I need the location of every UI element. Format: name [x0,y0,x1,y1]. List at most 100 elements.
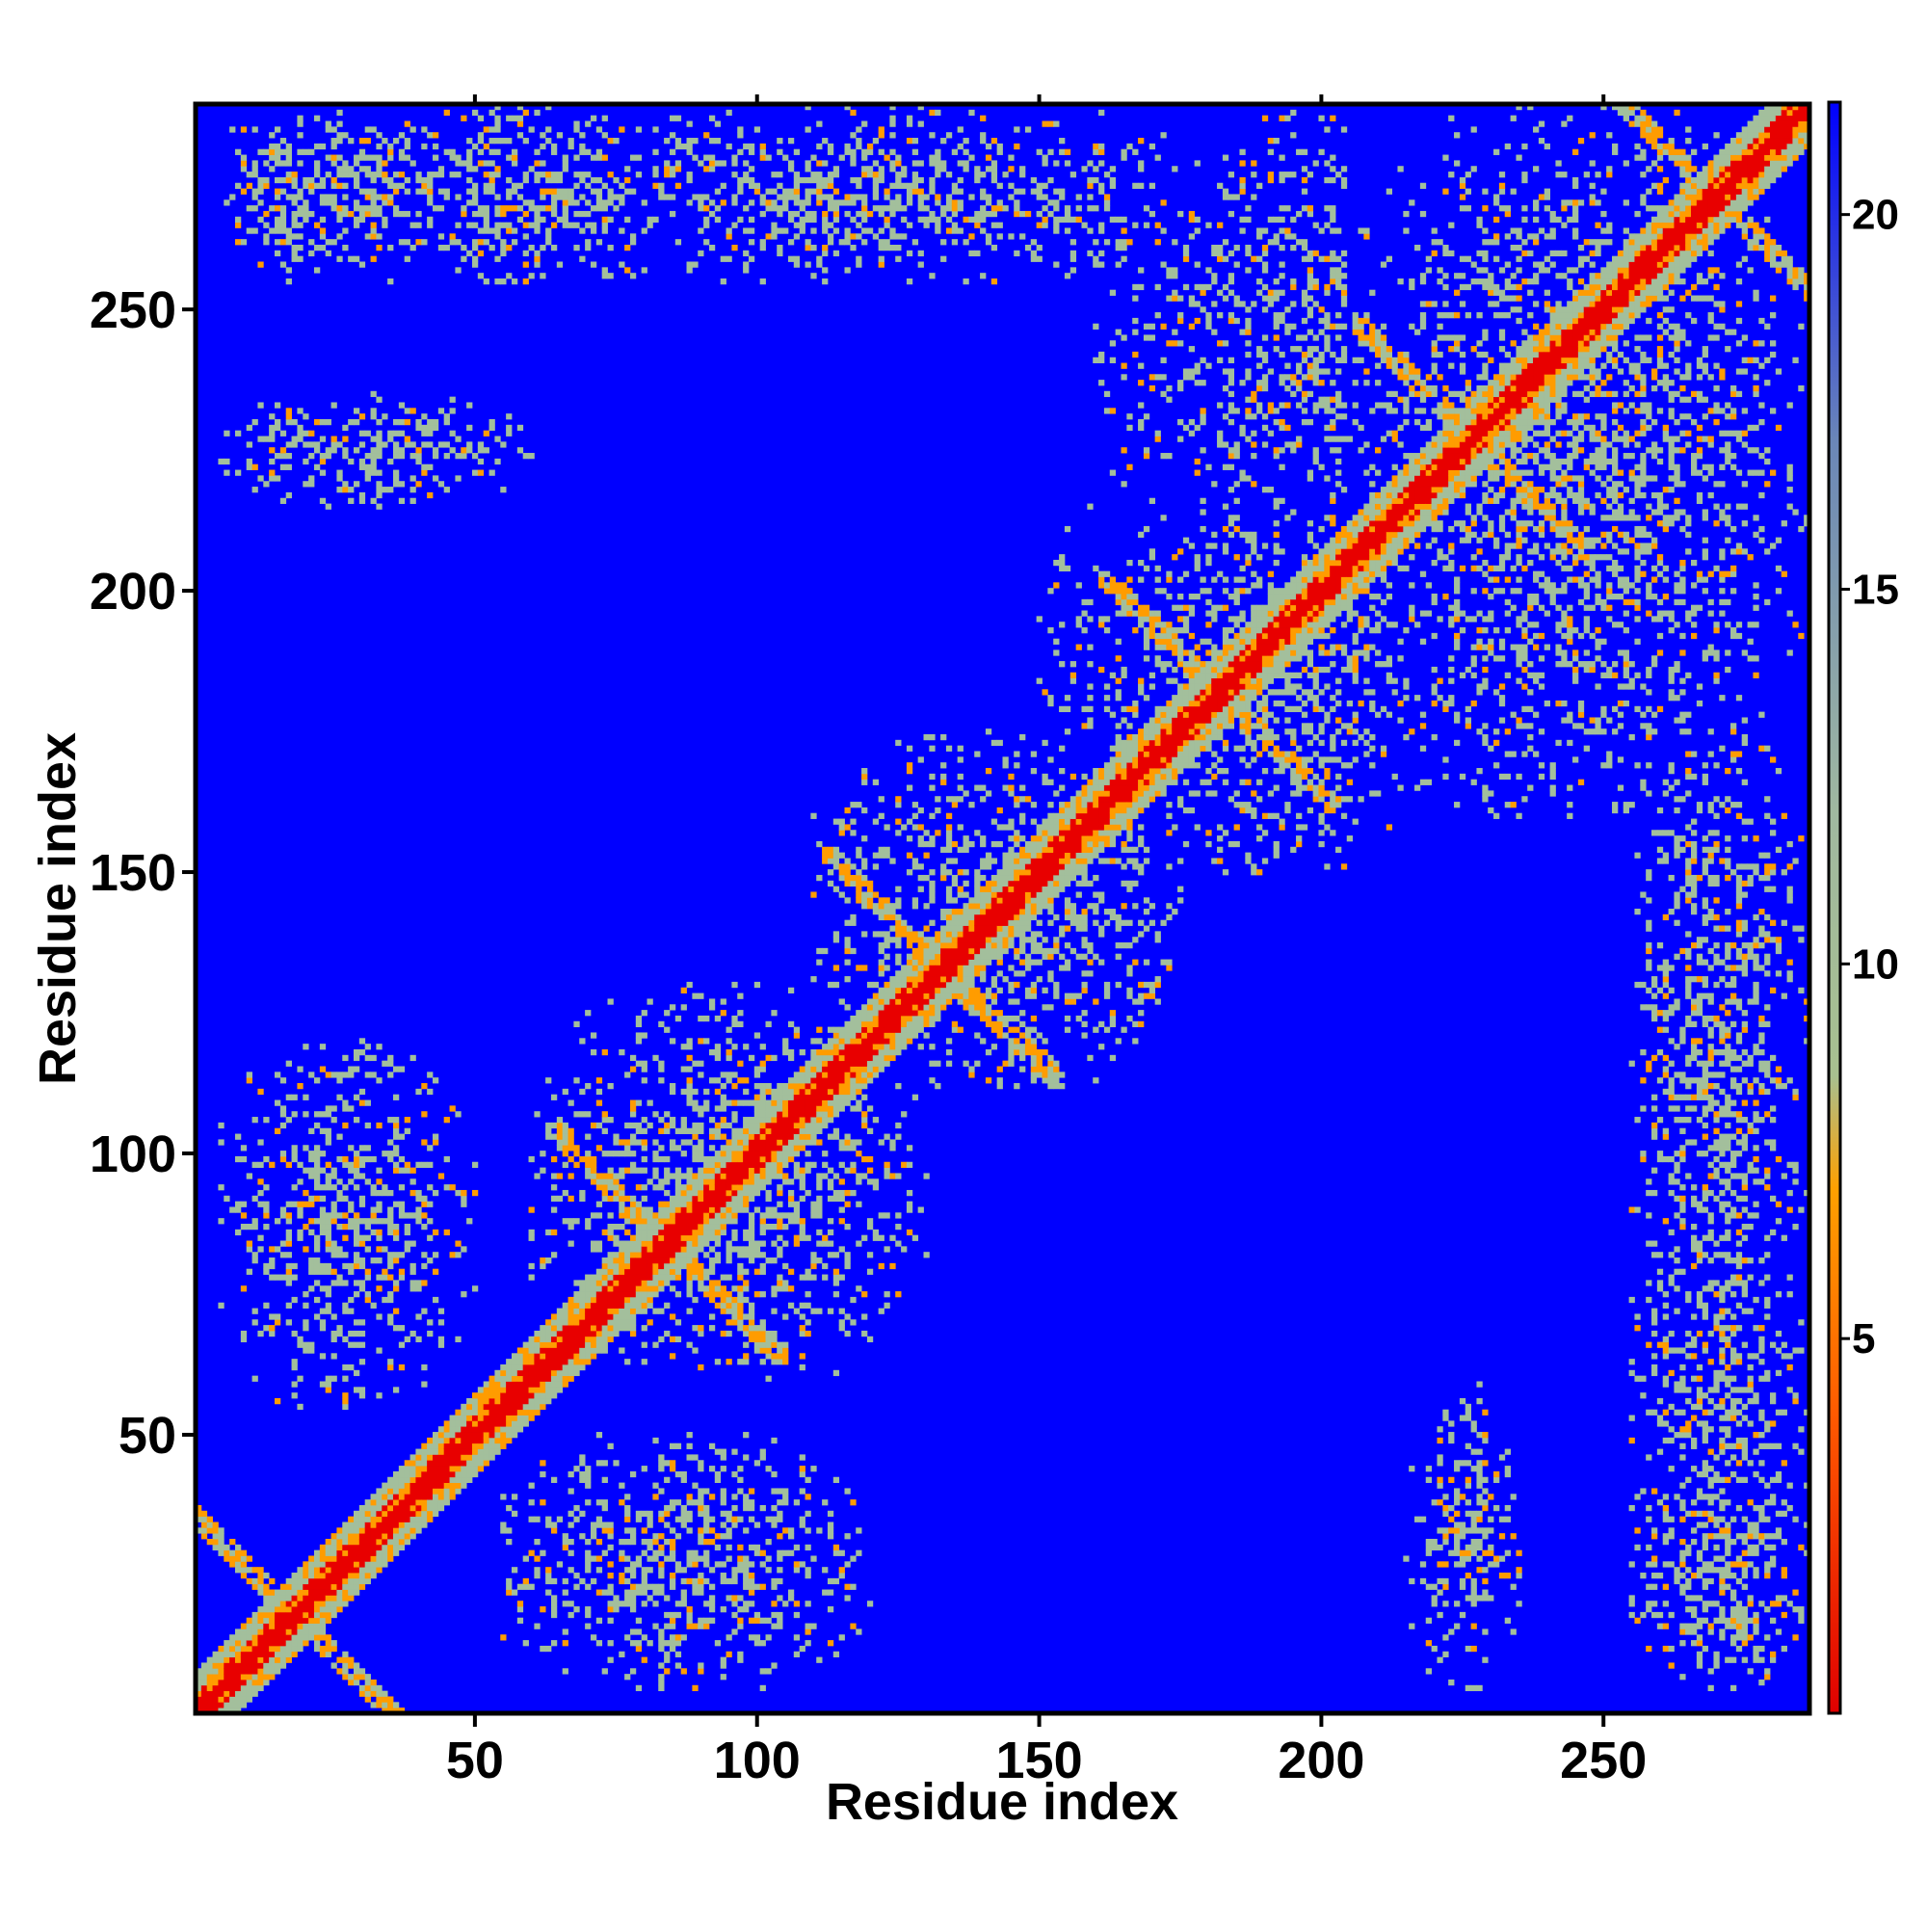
heatmap-cell [235,469,242,476]
heatmap-cell [297,1375,304,1382]
heatmap-cell [218,1218,224,1225]
heatmap-cell [579,1347,586,1354]
heatmap-cell [726,1240,732,1247]
heatmap-cell [674,1212,682,1219]
heatmap-cell [686,1094,693,1100]
heatmap-cell [765,1173,772,1179]
heatmap-cell [218,1533,224,1540]
heatmap-cell [494,104,501,111]
heatmap-cell [562,188,568,195]
heatmap-cell [850,176,857,184]
heatmap-cell [348,1167,355,1174]
heatmap-cell [528,1409,535,1416]
heatmap-cell [382,1184,388,1191]
heatmap-cell [443,194,450,200]
heatmap-cell [364,1674,371,1681]
heatmap-cell [240,1645,248,1653]
heatmap-cell [427,1448,434,1455]
heatmap-cell [782,194,789,200]
heatmap-cell [822,1054,829,1062]
heatmap-cell [274,1246,281,1253]
heatmap-cell [827,1606,834,1613]
heatmap-cell [787,1589,795,1596]
heatmap-cell [647,1262,653,1270]
heatmap-cell [409,1533,416,1540]
heatmap-cell [607,1262,614,1270]
heatmap-cell [759,1127,766,1134]
heatmap-cell [218,1668,224,1675]
heatmap-cell [319,1044,327,1050]
heatmap-cell [647,1229,653,1236]
heatmap-cell [782,188,789,195]
heatmap-cell [748,239,755,246]
heatmap-cell [641,1573,647,1579]
heatmap-cell [269,430,276,437]
heatmap-cell [777,1189,783,1197]
heatmap-cell [415,1454,422,1461]
heatmap-cell [308,1628,315,1635]
heatmap-cell [771,205,778,212]
heatmap-cell [669,1285,676,1292]
heatmap-cell [664,1555,671,1562]
heatmap-cell [376,233,383,240]
heatmap-cell [392,1516,400,1522]
heatmap-cell [437,1476,445,1483]
heatmap-cell [466,1426,473,1433]
heatmap-cell [720,1533,726,1540]
heatmap-cell [206,1674,213,1681]
heatmap-cell [658,1218,665,1225]
heatmap-cell [336,1573,343,1579]
heatmap-cell [506,413,513,420]
heatmap-cell [822,1044,829,1050]
heatmap-cell [488,424,495,432]
heatmap-cell [844,1262,851,1270]
heatmap-cell [641,1127,647,1134]
heatmap-cell [229,1696,236,1703]
heatmap-cell [269,1634,276,1641]
heatmap-cell [601,1476,608,1483]
heatmap-cell [641,1218,647,1225]
heatmap-cell [415,424,422,432]
heatmap-cell [235,1229,242,1236]
heatmap-cell [534,1555,541,1562]
heatmap-cell [488,126,495,133]
heatmap-cell [308,1573,315,1579]
heatmap-cell [291,1628,298,1635]
heatmap-cell [692,992,699,999]
heatmap-cell [370,1054,377,1062]
heatmap-cell [714,1161,722,1168]
heatmap-cell [856,880,862,887]
heatmap-cell [743,1246,750,1253]
heatmap-cell [585,210,592,218]
heatmap-cell [731,1151,738,1157]
heatmap-cell [319,1184,327,1191]
heatmap-cell [765,1099,772,1106]
heatmap-cell [680,1201,687,1207]
heatmap-cell [516,132,524,139]
heatmap-cell [336,1595,343,1601]
heatmap-cell [595,126,603,133]
heatmap-cell [652,182,659,189]
heatmap-cell [714,1280,722,1286]
heatmap-cell [844,267,851,274]
heatmap-cell [579,1195,586,1203]
heatmap-cell [810,1274,817,1281]
heatmap-cell [319,1218,327,1225]
heatmap-cell [674,1601,682,1607]
heatmap-cell [432,1482,439,1489]
heatmap-cell [601,1319,608,1326]
heatmap-cell [607,1583,614,1590]
heatmap-cell [731,1611,738,1619]
heatmap-cell [782,1527,789,1534]
heatmap-cell [832,931,840,938]
heatmap-cell [308,1601,315,1607]
heatmap-cell [669,115,676,121]
heatmap-cell [353,1212,360,1219]
heatmap-cell [647,1206,653,1213]
heatmap-cell [629,273,637,279]
heatmap-cell [827,1167,834,1174]
heatmap-cell [698,1330,704,1337]
heatmap-cell [793,1077,801,1084]
heatmap-cell [674,1651,682,1658]
heatmap-cell [516,1420,524,1427]
